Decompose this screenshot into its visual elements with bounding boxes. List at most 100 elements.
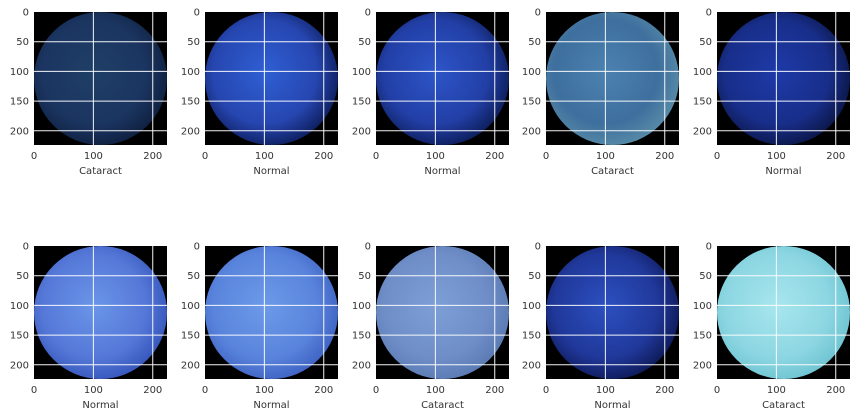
y-tick-label: 150 xyxy=(693,331,712,342)
y-tick-label: 100 xyxy=(522,301,541,312)
x-tick-label: 0 xyxy=(714,385,720,396)
y-tick-label: 100 xyxy=(10,67,29,78)
y-tick-label: 100 xyxy=(693,67,712,78)
x-tick-label: 200 xyxy=(143,385,162,396)
y-tick-label: 100 xyxy=(693,301,712,312)
y-tick-label: 0 xyxy=(706,8,712,19)
y-tick-label: 100 xyxy=(352,301,371,312)
x-tick-label: 0 xyxy=(31,385,37,396)
x-tick-label: 0 xyxy=(202,151,208,162)
y-tick-label: 200 xyxy=(693,360,712,371)
fundus-image xyxy=(376,12,509,145)
y-tick-label: 150 xyxy=(181,97,200,108)
x-tick-label: 0 xyxy=(202,385,208,396)
x-tick-label: 100 xyxy=(596,151,615,162)
x-tick-label: 100 xyxy=(255,385,274,396)
y-tick-label: 0 xyxy=(365,8,371,19)
y-tick-label: 100 xyxy=(352,67,371,78)
x-tick-label: 0 xyxy=(714,151,720,162)
panel-label: Normal xyxy=(765,166,801,177)
panel-5: 0 100 200 0 50 100 150 200 Normal xyxy=(693,8,850,177)
x-tick-label: 200 xyxy=(655,385,674,396)
panel-label: Cataract xyxy=(79,166,122,177)
y-tick-label: 50 xyxy=(699,37,712,48)
fundus-image xyxy=(717,12,850,145)
y-tick-label: 50 xyxy=(528,37,541,48)
panel-label: Normal xyxy=(424,166,460,177)
x-tick-label: 0 xyxy=(31,151,37,162)
y-tick-label: 100 xyxy=(10,301,29,312)
x-tick-label: 100 xyxy=(426,151,445,162)
x-tick-label: 0 xyxy=(543,385,549,396)
x-tick-label: 200 xyxy=(314,151,333,162)
y-tick-label: 150 xyxy=(10,331,29,342)
y-tick-label: 200 xyxy=(522,360,541,371)
panel-label: Normal xyxy=(82,400,118,411)
y-tick-label: 200 xyxy=(522,126,541,137)
y-tick-label: 0 xyxy=(23,8,29,19)
y-tick-label: 50 xyxy=(187,271,200,282)
y-tick-label: 200 xyxy=(181,360,200,371)
x-tick-label: 0 xyxy=(543,151,549,162)
y-tick-label: 50 xyxy=(528,271,541,282)
y-tick-label: 200 xyxy=(352,360,371,371)
panel-7: 0 100 200 0 50 100 150 200 Normal xyxy=(181,242,338,411)
panel-6: 0 100 200 0 50 100 150 200 Normal xyxy=(10,242,167,411)
x-tick-label: 0 xyxy=(373,385,379,396)
panel-2: 0 100 200 0 50 100 150 200 Normal xyxy=(181,8,338,177)
x-tick-label: 100 xyxy=(84,151,103,162)
y-tick-label: 200 xyxy=(693,126,712,137)
y-tick-label: 150 xyxy=(10,97,29,108)
x-tick-label: 0 xyxy=(373,151,379,162)
panel-label: Normal xyxy=(253,400,289,411)
x-tick-label: 200 xyxy=(485,151,504,162)
panel-8: 0 100 200 0 50 100 150 200 Cataract xyxy=(352,242,509,411)
x-tick-label: 100 xyxy=(767,385,786,396)
y-tick-label: 50 xyxy=(358,271,371,282)
panel-9: 0 100 200 0 50 100 150 200 Normal xyxy=(522,242,679,411)
fundus-image xyxy=(717,246,850,379)
panel-label: Normal xyxy=(594,400,630,411)
y-tick-label: 100 xyxy=(181,301,200,312)
x-tick-label: 100 xyxy=(255,151,274,162)
y-tick-label: 150 xyxy=(352,331,371,342)
fundus-image xyxy=(546,246,679,379)
y-tick-label: 50 xyxy=(187,37,200,48)
y-tick-label: 50 xyxy=(16,271,29,282)
x-tick-label: 100 xyxy=(767,151,786,162)
y-tick-label: 0 xyxy=(535,242,541,253)
panel-10: 0 100 200 0 50 100 150 200 Cataract xyxy=(693,242,850,411)
y-tick-label: 150 xyxy=(522,97,541,108)
x-tick-label: 200 xyxy=(143,151,162,162)
y-tick-label: 50 xyxy=(699,271,712,282)
y-tick-label: 150 xyxy=(522,331,541,342)
fundus-image xyxy=(34,12,167,145)
fundus-image xyxy=(546,12,679,145)
x-tick-label: 200 xyxy=(655,151,674,162)
y-tick-label: 0 xyxy=(23,242,29,253)
y-tick-label: 0 xyxy=(194,242,200,253)
y-tick-label: 200 xyxy=(10,126,29,137)
x-tick-label: 200 xyxy=(485,385,504,396)
x-tick-label: 100 xyxy=(426,385,445,396)
y-tick-label: 50 xyxy=(16,37,29,48)
fundus-image xyxy=(205,246,338,379)
x-tick-label: 200 xyxy=(314,385,333,396)
x-tick-label: 200 xyxy=(826,385,845,396)
y-tick-label: 0 xyxy=(365,242,371,253)
panel-label: Normal xyxy=(253,166,289,177)
panel-label: Cataract xyxy=(762,400,805,411)
fundus-image xyxy=(376,246,509,379)
y-tick-label: 100 xyxy=(181,67,200,78)
x-tick-label: 100 xyxy=(84,385,103,396)
y-tick-label: 50 xyxy=(358,37,371,48)
y-tick-label: 150 xyxy=(181,331,200,342)
y-tick-label: 200 xyxy=(181,126,200,137)
y-tick-label: 200 xyxy=(352,126,371,137)
panel-label: Cataract xyxy=(421,400,464,411)
fundus-image xyxy=(205,12,338,145)
y-tick-label: 0 xyxy=(535,8,541,19)
y-tick-label: 0 xyxy=(706,242,712,253)
x-tick-label: 200 xyxy=(826,151,845,162)
